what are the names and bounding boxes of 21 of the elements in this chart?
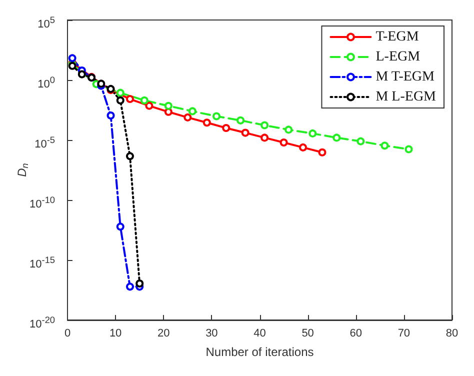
x-tick-label: 80 [446, 328, 458, 340]
x-tick-label: 70 [398, 328, 410, 340]
y-tick-label: 10$^{-10}$ [30, 194, 55, 212]
x-tick-label: 30 [206, 328, 218, 340]
legend-label: M T-EGM [376, 70, 436, 84]
legend-label: L-EGM [376, 50, 421, 64]
x-axis-title: Number of iterations [206, 345, 314, 359]
y-axis-title: Dn [15, 163, 30, 177]
y-tick-label: 10$^{-20}$ [30, 314, 55, 332]
x-tick-label: 10 [109, 328, 122, 340]
x-tick-label: 40 [254, 328, 266, 340]
y-tick-label: 10$^{0}$ [38, 74, 55, 92]
x-tick-label: 20 [158, 328, 170, 340]
x-tick-label: 60 [350, 328, 362, 340]
y-tick-label: 10$^{-15}$ [30, 254, 55, 272]
y-tick-label: 10$^{5}$ [38, 14, 55, 32]
y-tick-label: 10$^{-5}$ [34, 134, 55, 152]
x-tick-label: 0 [64, 328, 71, 340]
x-tick-label: 50 [302, 328, 314, 340]
legend-label: M L-EGM [376, 90, 437, 104]
legend-label: T-EGM [376, 30, 420, 44]
